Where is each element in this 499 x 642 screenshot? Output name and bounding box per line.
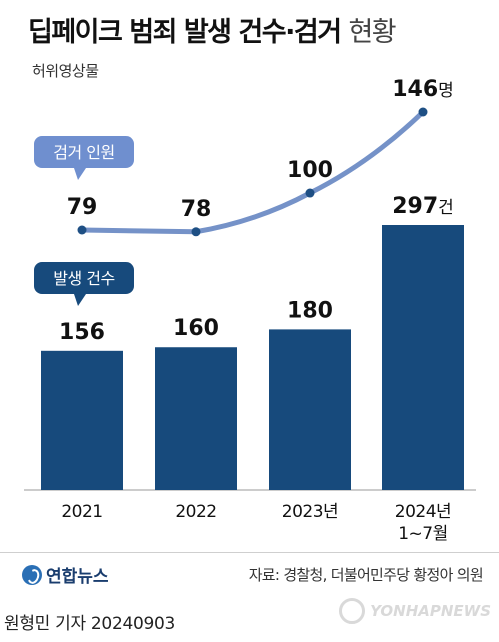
watermark-icon bbox=[339, 598, 366, 624]
bar-value-label: 160 bbox=[173, 316, 219, 341]
chart-title: 딥페이크 범죄 발생 건수·검거 현황 bbox=[28, 10, 397, 49]
bar-2024년 bbox=[382, 225, 464, 490]
line-value-label: 78 bbox=[181, 197, 212, 222]
combo-chart: 156 160 180 297건 79 78 100 146명 2021 2022 2023년 202… bbox=[24, 77, 476, 544]
watermark-text: YONHAPNEWS bbox=[370, 602, 491, 620]
callout-occurrence-text: 발생 건수 bbox=[53, 269, 114, 288]
line-value-label: 79 bbox=[67, 195, 98, 220]
reporter-credit: 원형민 기자 20240903 bbox=[4, 614, 176, 634]
bar-value-label: 156 bbox=[59, 320, 105, 345]
line-point bbox=[77, 225, 87, 235]
chart-title-suffix: 현황 bbox=[348, 17, 396, 48]
yonhap-watermark: YONHAPNEWS bbox=[339, 598, 491, 624]
x-tick-label: 1~7월 bbox=[398, 524, 448, 544]
bar-unit-label: 건 bbox=[438, 198, 454, 218]
bar-2022 bbox=[155, 347, 237, 490]
chart-subtitle: 허위영상물 bbox=[32, 62, 99, 80]
callout-arrest-box bbox=[34, 136, 134, 168]
yonhap-logo: 연합뉴스 bbox=[22, 562, 109, 587]
line-series-arrests bbox=[79, 109, 426, 235]
logo-text: 연합뉴스 bbox=[46, 567, 109, 587]
bar-value-label: 180 bbox=[287, 298, 333, 323]
line-point bbox=[418, 107, 428, 117]
callout-arrest-tail bbox=[74, 168, 86, 180]
callout-occurrence-box bbox=[34, 262, 134, 294]
callout-occurrence-tail bbox=[74, 294, 86, 306]
line-value-label: 146명 bbox=[392, 77, 454, 102]
source-note: 자료: 경찰청, 더불어민주당 황정아 의원 bbox=[248, 566, 484, 584]
x-tick-label: 2024년 bbox=[395, 502, 451, 522]
chart-title-main: 딥페이크 범죄 발생 건수·검거 bbox=[28, 17, 342, 48]
x-tick-label: 2021 bbox=[61, 502, 102, 522]
line-point bbox=[191, 227, 201, 237]
line-point bbox=[305, 188, 315, 198]
x-tick-label: 2022 bbox=[175, 502, 216, 522]
yonhap-logo-icon bbox=[22, 564, 42, 585]
footer-divider bbox=[0, 552, 499, 553]
x-tick-label: 2023년 bbox=[282, 502, 338, 522]
bar-2023년 bbox=[269, 329, 351, 490]
callout-arrest-text: 검거 인원 bbox=[53, 143, 114, 162]
line-unit-label: 명 bbox=[438, 81, 454, 101]
bar-value-label: 297건 bbox=[392, 194, 454, 219]
line-value-label: 100 bbox=[287, 158, 333, 183]
bar-2021 bbox=[41, 350, 123, 490]
